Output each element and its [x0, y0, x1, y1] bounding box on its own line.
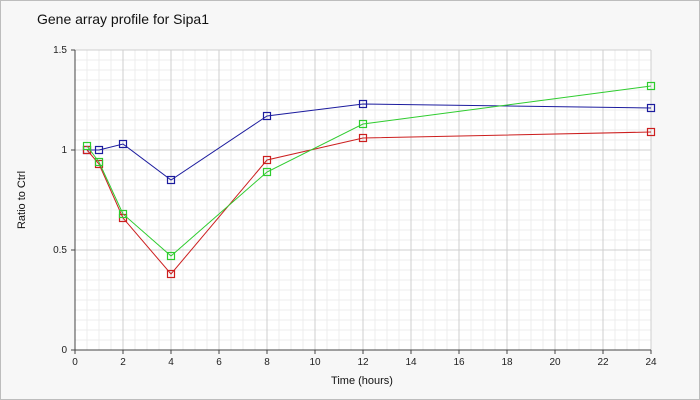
x-tick-label: 22: [597, 357, 609, 368]
x-tick-label: 20: [549, 357, 561, 368]
x-tick-label: 10: [309, 357, 321, 368]
series-3-marker: [262, 167, 272, 177]
series-line-3: [86, 85, 652, 257]
x-tick-label: 14: [405, 357, 417, 368]
x-tick-label: 12: [357, 357, 369, 368]
series-2-marker: [358, 133, 368, 143]
x-tick-label: 16: [453, 357, 465, 368]
series-1-marker: [358, 99, 368, 109]
series-1-marker: [262, 111, 272, 121]
series-layer: [82, 81, 656, 279]
y-tick-label: 1.5: [53, 45, 67, 56]
chart-title: Gene array profile for Sipa1: [37, 11, 209, 27]
x-tick-label: 0: [72, 357, 78, 368]
grid-layer: [74, 49, 652, 351]
series-2-marker: [262, 155, 272, 165]
series-1-marker: [94, 145, 104, 155]
series-2-marker: [166, 269, 176, 279]
series-3-marker: [94, 157, 104, 167]
x-tick-label: 24: [645, 357, 657, 368]
y-axis-label: Ratio to Ctrl: [16, 171, 28, 229]
x-tick-label: 4: [168, 357, 174, 368]
series-3-marker: [118, 209, 128, 219]
series-3-marker: [166, 251, 176, 261]
x-tick-label: 18: [501, 357, 513, 368]
series-line-1: [87, 103, 652, 181]
series-line-2: [86, 131, 652, 275]
y-tick-label: 0.5: [53, 245, 67, 256]
series-2-marker: [646, 127, 656, 137]
x-tick-label: 8: [264, 357, 270, 368]
series-1-marker: [646, 103, 656, 113]
x-axis-label: Time (hours): [331, 375, 393, 387]
y-tick-label: 1: [61, 145, 67, 156]
series-1-marker: [118, 139, 128, 149]
series-3-marker: [358, 119, 368, 129]
y-tick-label: 0: [61, 345, 67, 356]
x-tick-label: 2: [120, 357, 126, 368]
series-3-marker: [646, 81, 656, 91]
x-tick-label: 6: [216, 357, 222, 368]
series-3-marker: [82, 141, 92, 151]
series-1-marker: [166, 175, 176, 185]
